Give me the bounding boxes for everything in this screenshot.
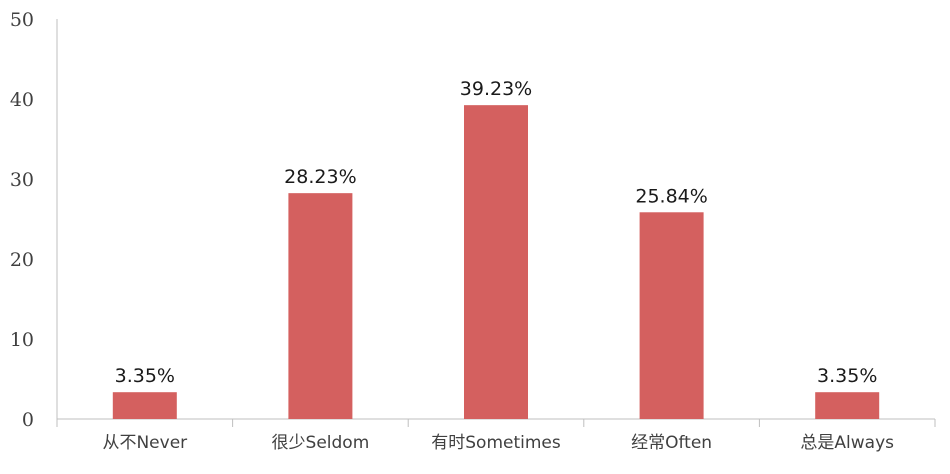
y-axis: 0 10 20 30 40 50 xyxy=(10,9,58,431)
data-label: 25.84% xyxy=(635,185,707,207)
x-tick-label: 很少Seldom xyxy=(272,433,370,453)
bar xyxy=(288,193,353,419)
x-tick-label: 从不Never xyxy=(102,433,187,453)
data-label: 28.23% xyxy=(284,166,356,188)
y-tick-label: 20 xyxy=(10,249,34,271)
y-tick-label: 40 xyxy=(10,89,34,111)
x-axis: 从不Never 很少Seldom 有时Sometimes 经常Often 总是Alway… xyxy=(56,418,936,453)
bar xyxy=(112,392,177,419)
x-tick-label: 总是Always xyxy=(800,433,894,453)
bar xyxy=(815,392,880,419)
x-tick-label: 有时Sometimes xyxy=(431,433,561,453)
y-tick-label: 30 xyxy=(10,169,34,191)
data-labels: 3.35% 28.23% 39.23% 25.84% 3.35% xyxy=(115,78,878,387)
bar xyxy=(639,212,704,419)
x-tick-label: 经常Often xyxy=(631,433,712,453)
y-tick-label: 0 xyxy=(22,409,34,431)
data-label: 3.35% xyxy=(115,365,175,387)
y-tick-label: 10 xyxy=(10,329,34,351)
bars xyxy=(112,105,880,419)
bar xyxy=(464,105,528,419)
data-label: 3.35% xyxy=(817,365,877,387)
data-label: 39.23% xyxy=(460,78,532,100)
y-tick-label: 50 xyxy=(10,9,34,31)
